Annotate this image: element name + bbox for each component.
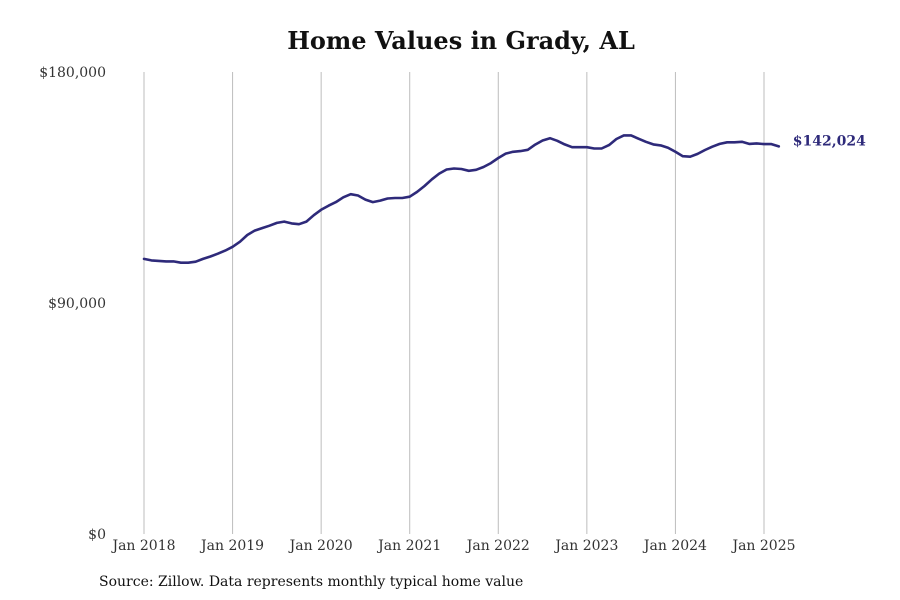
- y-tick-label: $180,000: [39, 65, 106, 81]
- y-axis-ticks: $0 $90,000 $180,000: [39, 65, 106, 543]
- source-note: Source: Zillow. Data represents monthly …: [99, 574, 524, 590]
- x-tick-label: Jan 2018: [110, 538, 175, 554]
- x-tick-label: Jan 2020: [288, 538, 353, 554]
- gridlines: [143, 72, 765, 534]
- x-tick-label: Jan 2019: [199, 538, 264, 554]
- y-tick-label: $90,000: [48, 296, 106, 312]
- y-tick-label: $0: [88, 527, 106, 543]
- x-axis-ticks: Jan 2018 Jan 2019 Jan 2020 Jan 2021 Jan 2022…: [110, 538, 795, 554]
- chart-title: Home Values in Grady, AL: [287, 26, 635, 55]
- x-tick-label: Jan 2022: [465, 538, 530, 554]
- x-tick-label: Jan 2024: [642, 538, 707, 554]
- end-value-label: $142,024: [793, 133, 866, 149]
- x-tick-label: Jan 2021: [376, 538, 441, 554]
- series-line: [142, 134, 781, 264]
- x-tick-label: Jan 2025: [730, 538, 795, 554]
- x-tick-label: Jan 2023: [553, 538, 618, 554]
